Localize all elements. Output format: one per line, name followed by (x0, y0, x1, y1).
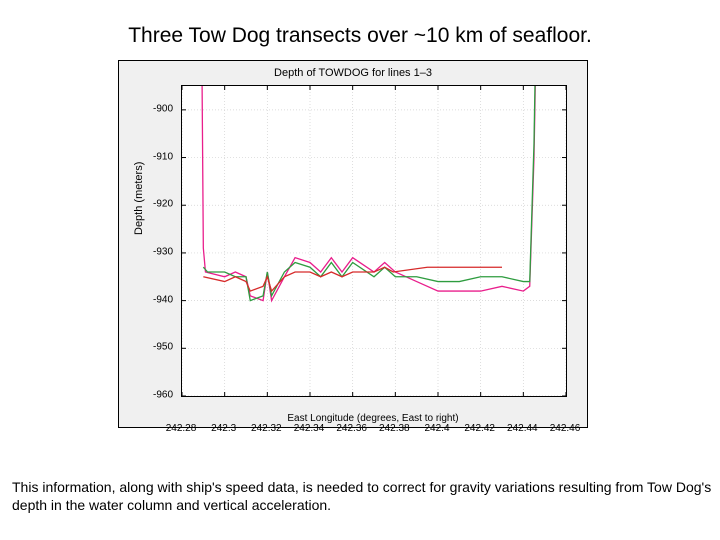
y-tick-label: -920 (153, 199, 173, 210)
y-tick-label: -960 (153, 390, 173, 401)
page-title: Three Tow Dog transects over ~10 km of s… (0, 24, 720, 48)
chart-frame: Depth of TOWDOG for lines 1–3 Depth (met… (118, 60, 588, 428)
y-tick-label: -930 (153, 246, 173, 257)
x-tick-label: 242.32 (251, 423, 282, 434)
x-tick-label: 242.28 (166, 423, 197, 434)
y-tick-label: -950 (153, 342, 173, 353)
y-tick-label: -910 (153, 151, 173, 162)
x-tick-label: 242.42 (464, 423, 495, 434)
x-tick-label: 242.46 (550, 423, 581, 434)
y-tick-label: -940 (153, 294, 173, 305)
x-tick-label: 242.36 (336, 423, 367, 434)
x-tick-label: 242.34 (294, 423, 325, 434)
y-axis-label: Depth (meters) (133, 162, 145, 235)
footer-text: This information, along with ship's spee… (12, 478, 712, 514)
plot-area-wrap: -960-950-940-930-920-910-900242.28242.32… (181, 85, 565, 395)
x-tick-label: 242.4 (424, 423, 449, 434)
y-tick-label: -900 (153, 103, 173, 114)
chart-title: Depth of TOWDOG for lines 1–3 (119, 67, 587, 79)
plot-svg (182, 86, 566, 396)
plot-area (181, 85, 567, 397)
x-tick-label: 242.38 (379, 423, 410, 434)
x-tick-label: 242.44 (507, 423, 538, 434)
x-tick-label: 242.3 (211, 423, 236, 434)
